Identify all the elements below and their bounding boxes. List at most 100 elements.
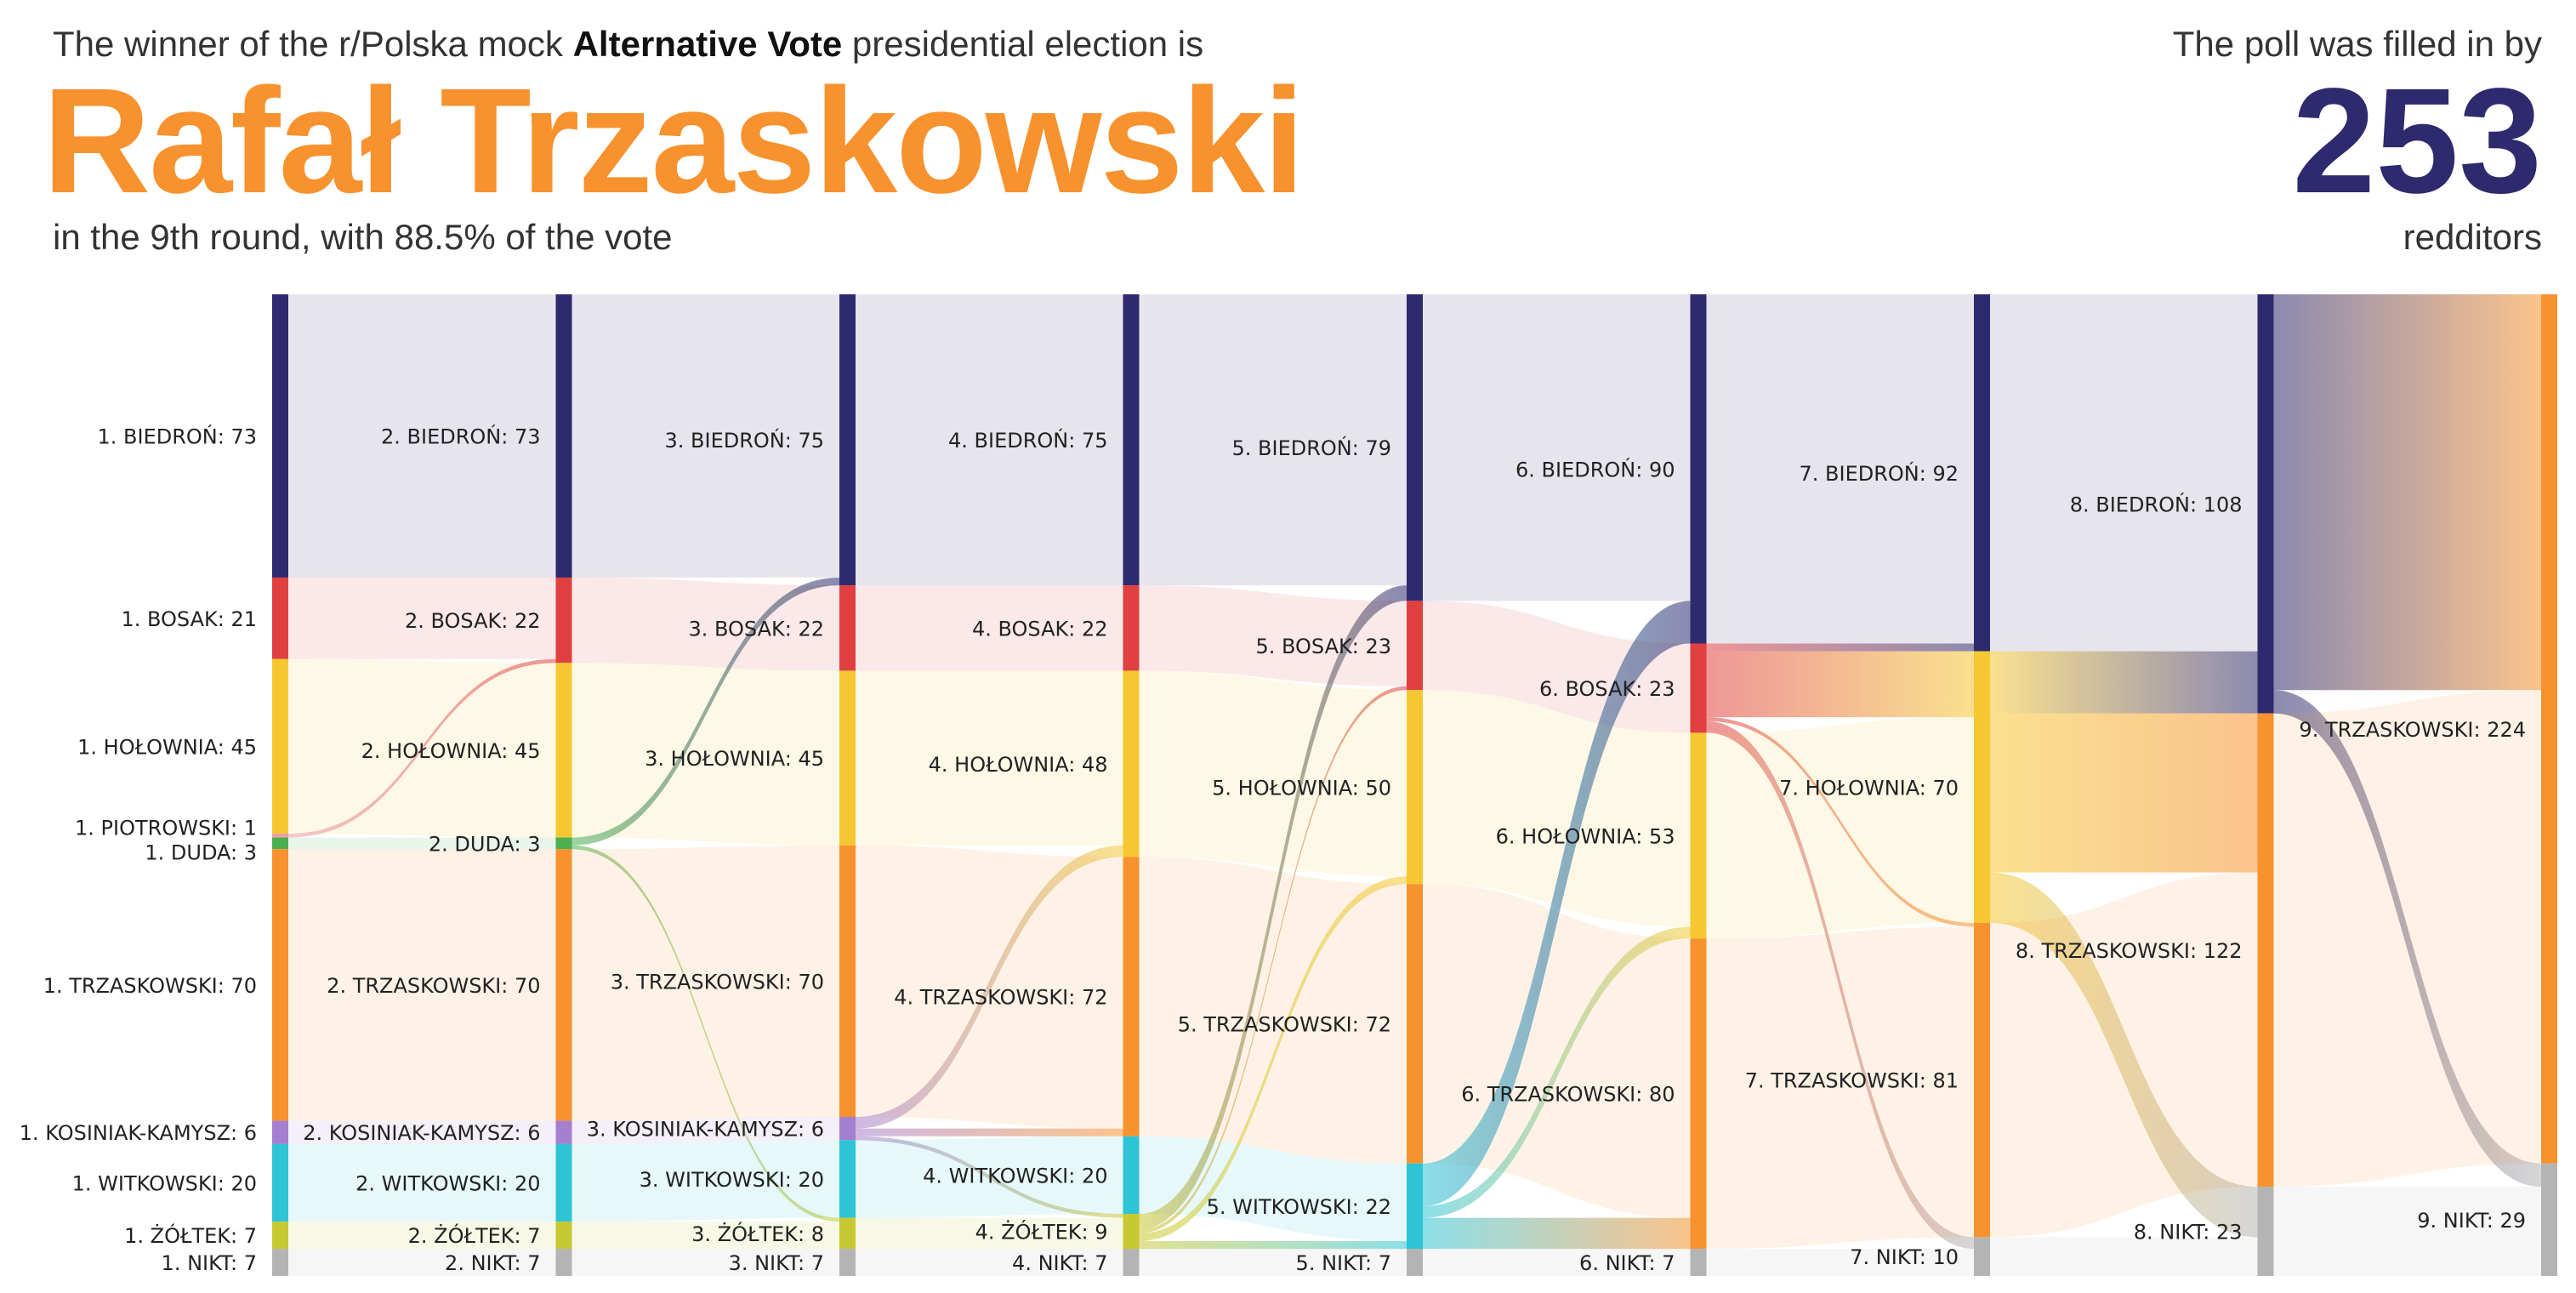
flow-r7-nikt-to-nikt [1990,1237,2258,1276]
intro-suffix: presidential election is [842,24,1204,64]
label-r2-witkowski: 2. WITKOWSKI: 20 [355,1172,540,1196]
node-r2-biedron [555,294,572,578]
flow-r4-nikt-to-nikt [1139,1249,1407,1276]
label-r6-holownia: 6. HOŁOWNIA: 53 [1496,824,1675,848]
label-r5-biedron: 5. BIEDROŃ: 79 [1232,436,1392,460]
flows-layer [288,294,2541,1276]
node-r2-trzaskowski [555,849,572,1121]
intro-prefix: The winner of the r/Polska mock [53,24,573,64]
node-r7-holownia [1974,651,1990,923]
node-r3-trzaskowski [839,845,856,1117]
flow-r1-trzaskowski-to-trzaskowski [288,849,556,1121]
flow-r2-trzaskowski-to-trzaskowski [571,845,839,1121]
label-r2-zoltek: 2. ŻÓŁTEK: 7 [408,1222,541,1248]
node-r1-piotrowski [272,834,288,838]
flow-r1-bosak-to-bosak [288,577,556,659]
flow-r2-witkowski-to-witkowski [571,1140,839,1222]
node-r2-bosak [555,577,572,664]
poll-count: 253 [2292,58,2542,225]
flow-r2-zoltek-to-zoltek [571,1222,839,1250]
label-r4-trzaskowski: 4. TRZASKOWSKI: 72 [894,986,1107,1010]
flow-r2-kosiniak-kamysz-to-kosiniak-kamysz [571,1116,839,1144]
label-r3-biedron: 3. BIEDROŃ: 75 [665,428,825,453]
node-r4-holownia [1123,670,1140,857]
label-r2-duda: 2. DUDA: 3 [429,832,541,856]
label-r6-bosak: 6. BOSAK: 23 [1539,677,1675,701]
node-r9-trzaskowski [2541,294,2557,1164]
label-r1-biedron: 1. BIEDROŃ: 73 [98,424,258,448]
label-r1-nikt: 1. NIKT: 7 [162,1251,257,1275]
node-r3-bosak [839,585,856,671]
node-r8-nikt [2257,1187,2274,1276]
flow-r2-biedron-to-biedron [571,294,839,578]
label-r4-holownia: 4. HOŁOWNIA: 48 [929,753,1108,777]
node-r5-holownia [1407,690,1423,885]
flow-r6-holownia-to-holownia [1706,717,1974,939]
node-r7-trzaskowski [1974,922,1990,1238]
flow-r7-biedron-to-biedron [1990,294,2258,652]
label-r6-biedron: 6. BIEDROŃ: 90 [1515,457,1675,481]
labels-layer: 1. BIEDROŃ: 73 1. BOSAK: 21 1. HOŁOWNIA: 4… [20,424,2526,1275]
node-r7-nikt [1974,1237,1990,1276]
flow-r3-kosiniak-kamysz-to-trzaskowski [856,1128,1123,1136]
node-r5-nikt [1407,1249,1423,1276]
label-r9-nikt: 9. NIKT: 29 [2417,1209,2526,1233]
label-r7-nikt: 7. NIKT: 10 [1850,1245,1959,1269]
node-r5-biedron [1407,294,1423,601]
label-r1-kosiniak-kamysz: 1. KOSINIAK-KAMYSZ: 6 [20,1121,257,1145]
flow-r2-duda-to-biedron [571,577,839,846]
label-r3-witkowski: 3. WITKOWSKI: 20 [640,1168,824,1192]
node-r3-witkowski [839,1140,856,1218]
node-r1-kosiniak-kamysz [272,1120,288,1144]
flow-r1-nikt-to-nikt [288,1249,556,1276]
node-r4-trzaskowski [1123,857,1140,1136]
flow-r3-kosiniak-kamysz-to-zoltek [856,1136,1123,1218]
node-r3-holownia [839,670,856,846]
label-r5-witkowski: 5. WITKOWSKI: 22 [1207,1195,1391,1219]
flow-r3-biedron-to-biedron [856,294,1123,586]
poll-label: The poll was filled in by [2172,24,2542,64]
flow-r2-nikt-to-nikt [571,1249,839,1276]
node-r2-witkowski [555,1143,572,1222]
flow-r1-duda-to-duda [288,837,556,850]
label-r3-nikt: 3. NIKT: 7 [729,1251,824,1275]
flow-r3-nikt-to-nikt [856,1249,1123,1276]
flow-r3-holownia-to-holownia [856,670,1123,846]
flow-r6-biedron-to-biedron [1706,294,1974,644]
label-r1-witkowski: 1. WITKOWSKI: 20 [72,1172,257,1196]
label-r1-duda: 1. DUDA: 3 [145,840,257,864]
label-r7-biedron: 7. BIEDROŃ: 92 [1800,461,1959,486]
flow-r3-witkowski-to-witkowski [856,1136,1123,1218]
flow-r5-witkowski-to-holownia [1423,926,1691,1218]
node-r4-zoltek [1123,1214,1140,1250]
label-r4-biedron: 4. BIEDROŃ: 75 [948,428,1108,453]
label-r7-holownia: 7. HOŁOWNIA: 70 [1779,776,1959,800]
flow-r4-zoltek-to-witkowski [1139,1240,1407,1250]
flow-r1-kosiniak-kamysz-to-kosiniak-kamysz [288,1120,556,1144]
node-r1-duda [272,837,288,850]
label-r1-bosak: 1. BOSAK: 21 [121,607,257,631]
node-r4-witkowski [1123,1136,1140,1215]
node-r8-biedron [2257,294,2274,714]
node-r1-zoltek [272,1222,288,1250]
node-r2-holownia [555,663,572,838]
node-r6-nikt [1690,1249,1707,1276]
flow-r2-bosak-to-bosak [571,577,839,671]
node-r3-nikt [839,1249,856,1276]
flow-r7-trzaskowski-to-trzaskowski [1990,872,2258,1238]
label-r8-nikt: 8. NIKT: 23 [2134,1221,2243,1245]
flow-r6-bosak-to-holownia [1706,651,1974,718]
node-r1-biedron [272,294,288,578]
flow-r1-zoltek-to-zoltek [288,1222,556,1250]
label-r8-trzaskowski: 8. TRZASKOWSKI: 122 [2016,939,2243,963]
node-r2-kosiniak-kamysz [555,1120,572,1144]
flow-r8-biedron-to-trzaskowski [2273,294,2541,691]
flow-r4-trzaskowski-to-trzaskowski [1139,857,1407,1164]
label-r7-trzaskowski: 7. TRZASKOWSKI: 81 [1745,1069,1959,1093]
label-r1-trzaskowski: 1. TRZASKOWSKI: 70 [43,974,257,998]
label-r3-bosak: 3. BOSAK: 22 [688,617,824,641]
flow-r6-bosak-to-nikt [1706,721,1974,1250]
label-r5-nikt: 5. NIKT: 7 [1296,1251,1391,1275]
node-r4-nikt [1123,1249,1140,1276]
